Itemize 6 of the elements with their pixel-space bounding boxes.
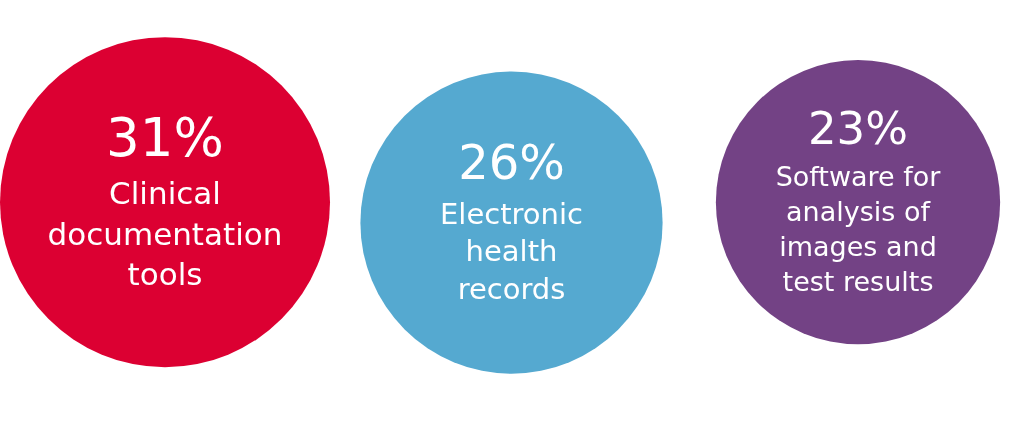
data-label: 26%: [458, 133, 565, 190]
category-label: Electronic health records: [440, 196, 583, 307]
data-label: 31%: [106, 106, 224, 168]
category-label: Clinical documentation tools: [47, 175, 283, 292]
data-label: 23%: [807, 101, 909, 155]
category-label: Software for analysis of images and test results: [775, 160, 942, 298]
